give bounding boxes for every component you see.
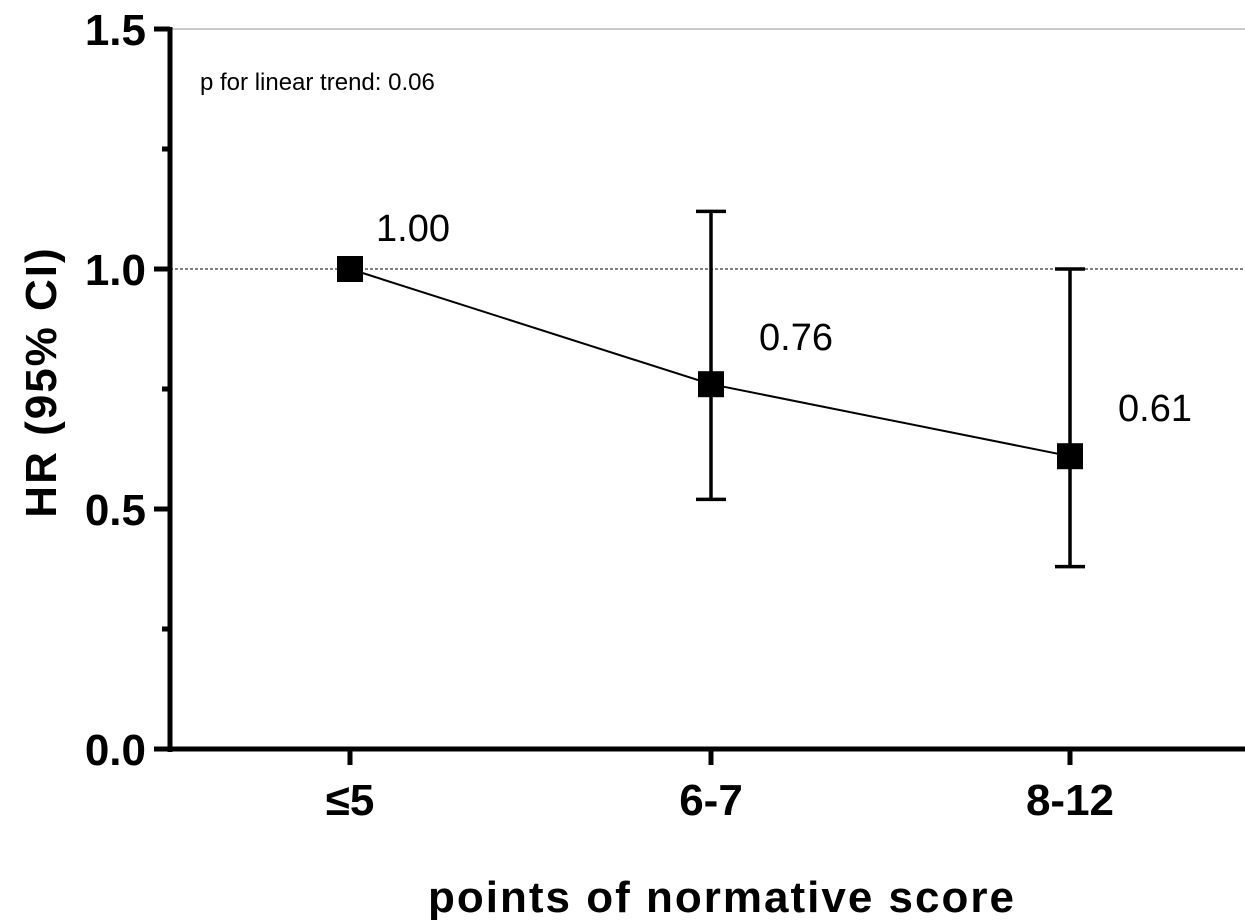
y-tick-label: 1.0 xyxy=(85,246,146,295)
x-tick-label: ≤5 xyxy=(326,776,375,825)
trend-annotation: p for linear trend: 0.06 xyxy=(200,69,435,96)
x-tick-label: 6-7 xyxy=(679,776,743,825)
data-value-label: 0.61 xyxy=(1118,388,1192,430)
y-tick-label: 1.5 xyxy=(85,6,146,55)
data-point-marker xyxy=(1057,443,1083,470)
y-axis-title: HR (95% CI) xyxy=(17,246,66,517)
data-point-marker xyxy=(698,371,724,398)
data-value-label: 0.76 xyxy=(759,317,833,359)
x-tick-label: 8-12 xyxy=(1026,776,1114,825)
data-value-label: 1.00 xyxy=(376,208,450,250)
data-point-marker xyxy=(337,256,363,282)
x-axis-title: points of normative score xyxy=(428,873,1016,920)
y-tick-label: 0.0 xyxy=(85,726,146,775)
y-tick-label: 0.5 xyxy=(85,486,146,535)
